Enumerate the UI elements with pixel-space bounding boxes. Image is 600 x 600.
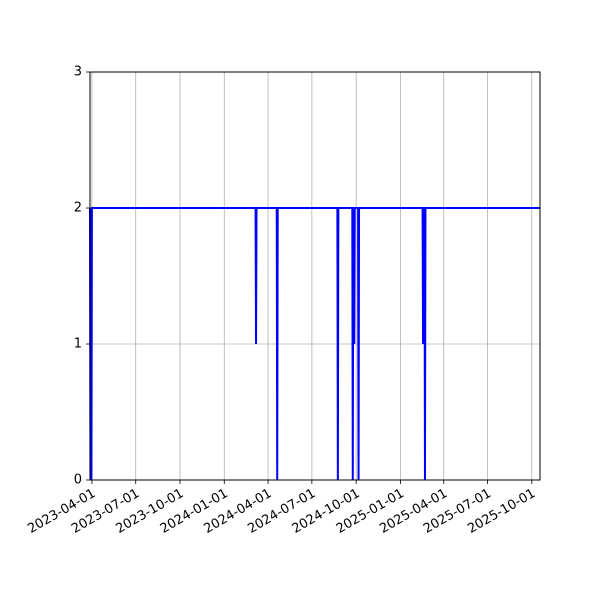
y-tick-label: 3	[74, 65, 82, 80]
plot-frame	[89, 71, 541, 481]
y-tick-label: 2	[74, 201, 82, 216]
y-tick-label: 1	[74, 337, 82, 352]
y-tick-label: 0	[74, 473, 82, 488]
